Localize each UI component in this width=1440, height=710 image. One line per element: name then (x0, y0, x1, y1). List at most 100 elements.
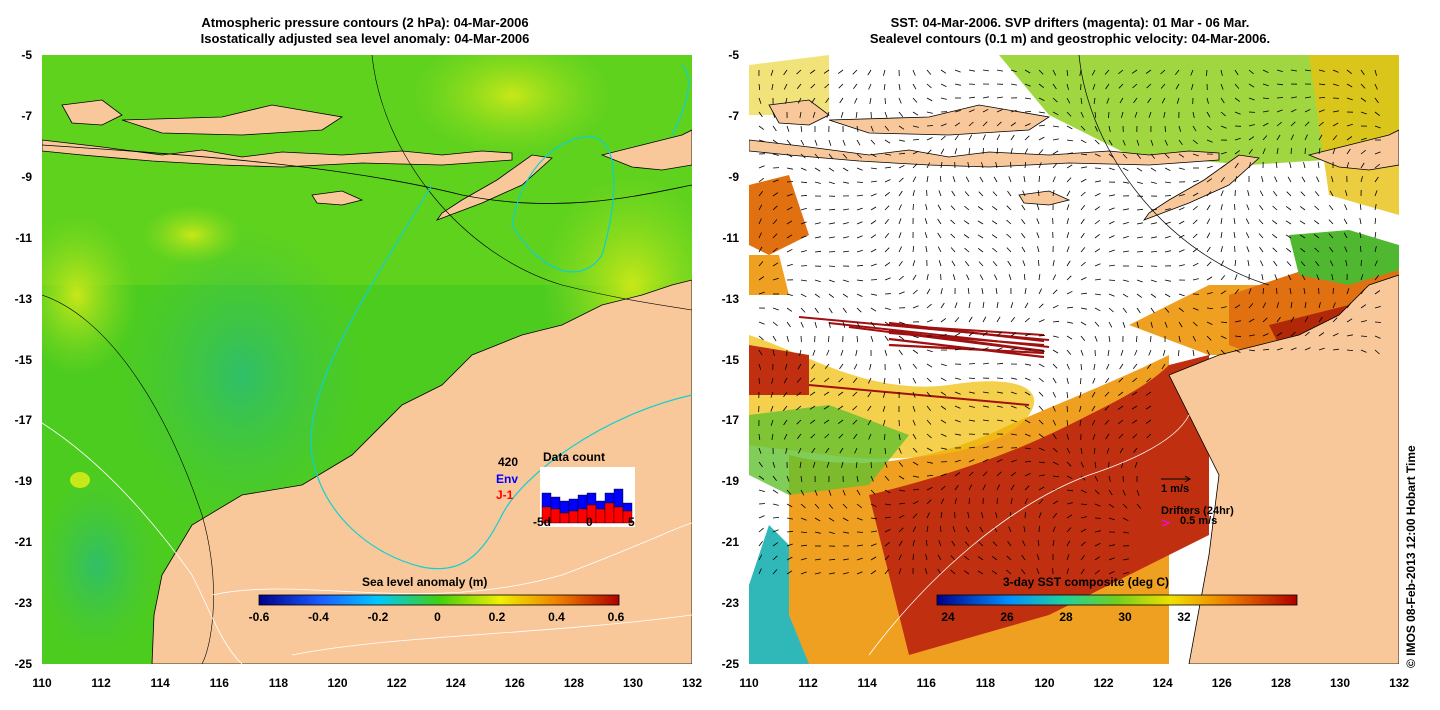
velocity-arrow (1262, 302, 1266, 309)
velocity-arrow (1318, 287, 1320, 295)
velocity-arrow (925, 246, 928, 253)
velocity-arrow (1234, 111, 1241, 115)
velocity-arrow (991, 570, 998, 575)
velocity-arrow (912, 419, 916, 426)
velocity-arrow (1178, 293, 1185, 297)
velocity-arrow (1146, 83, 1152, 89)
velocity-arrow (772, 489, 779, 494)
velocity-arrow (1374, 217, 1377, 225)
velocity-arrow (758, 489, 765, 492)
velocity-arrow (1122, 236, 1129, 239)
velocity-arrow (1233, 218, 1236, 225)
velocity-arrow (1122, 293, 1129, 298)
velocity-arrow (1262, 287, 1264, 295)
velocity-arrow (1220, 335, 1227, 339)
velocity-arrow (1247, 190, 1250, 197)
velocity-arrow (912, 289, 918, 295)
velocity-arrow (1024, 83, 1031, 87)
sst-svg (749, 55, 1399, 664)
velocity-arrow (1374, 97, 1379, 104)
velocity-arrow (842, 167, 849, 172)
velocity-arrow (1080, 178, 1087, 183)
velocity-arrow (937, 218, 942, 225)
velocity-arrow (937, 232, 942, 239)
velocity-arrow (1132, 83, 1138, 89)
velocity-arrow (1178, 264, 1185, 267)
velocity-arrow (954, 148, 958, 155)
velocity-arrow (1206, 218, 1211, 225)
velocity-arrow (1066, 177, 1072, 183)
velocity-arrow (1374, 204, 1377, 211)
velocity-arrow (841, 461, 844, 468)
left-title: Atmospheric pressure contours (2 hPa): 0… (110, 15, 620, 47)
velocity-arrow (1108, 557, 1115, 561)
velocity-arrow (937, 568, 942, 575)
left-x-tick: 124 (445, 676, 466, 690)
velocity-arrow (898, 527, 904, 533)
right-y-tick: -13 (721, 291, 739, 306)
velocity-arrow (1290, 147, 1292, 155)
velocity-arrow (1150, 139, 1154, 146)
velocity-arrow (1192, 262, 1199, 267)
velocity-arrow (995, 512, 998, 519)
velocity-arrow (758, 447, 762, 454)
velocity-arrow (954, 498, 957, 505)
velocity-arrow (996, 446, 1003, 449)
velocity-arrow (1360, 137, 1367, 141)
velocity-arrow (940, 377, 947, 382)
velocity-arrow (1331, 176, 1334, 183)
velocity-arrow (1164, 195, 1172, 197)
velocity-arrow (1274, 176, 1278, 183)
velocity-arrow (940, 97, 947, 100)
velocity-arrow (838, 83, 844, 89)
velocity-arrow (968, 459, 975, 463)
velocity-arrow (824, 377, 830, 383)
right-x-tick: 122 (1093, 676, 1114, 690)
velocity-arrow (1108, 221, 1115, 225)
sst-map[interactable] (749, 55, 1399, 664)
velocity-arrow (1052, 461, 1059, 466)
velocity-arrow (968, 121, 974, 127)
velocity-arrow (1036, 568, 1040, 575)
velocity-arrow (800, 571, 807, 575)
velocity-arrow (1286, 261, 1292, 267)
velocity-arrow (1136, 307, 1141, 314)
velocity-arrow (898, 218, 902, 225)
velocity-arrow (968, 347, 975, 351)
velocity-arrow (1206, 349, 1211, 356)
velocity-arrow (870, 461, 872, 469)
velocity-arrow (1007, 540, 1012, 547)
velocity-arrow (1206, 335, 1212, 341)
velocity-arrow (1262, 83, 1269, 87)
velocity-arrow (1262, 97, 1270, 99)
sea-level-anomaly-map[interactable] (42, 55, 692, 664)
velocity-arrow (1038, 525, 1040, 533)
velocity-arrow (882, 391, 886, 398)
velocity-arrow (1094, 543, 1101, 547)
velocity-arrow (940, 433, 947, 437)
velocity-arrow (1190, 69, 1194, 76)
velocity-arrow (814, 208, 821, 211)
velocity-arrow (912, 274, 917, 281)
velocity-arrow (1131, 419, 1138, 424)
velocity-arrow (824, 83, 830, 89)
velocity-arrow (870, 153, 877, 158)
velocity-arrow (758, 335, 764, 341)
velocity-arrow (1066, 125, 1073, 130)
right-title-line1: SST: 04-Mar-2006. SVP drifters (magenta)… (890, 15, 1250, 30)
velocity-arrow (1066, 540, 1071, 547)
velocity-arrow (898, 349, 903, 356)
velocity-arrow (800, 544, 807, 547)
velocity-arrow (1066, 204, 1070, 211)
velocity-arrow (968, 316, 973, 323)
velocity-arrow (1178, 249, 1185, 253)
velocity-arrow (772, 205, 778, 211)
sst-colorbar-tick: 28 (1059, 610, 1073, 624)
velocity-arrow (854, 447, 858, 454)
velocity-arrow (992, 247, 998, 253)
velocity-arrow (1094, 193, 1101, 197)
velocity-arrow (811, 447, 816, 454)
velocity-arrow (912, 488, 919, 491)
velocity-arrow (1094, 180, 1101, 183)
velocity-arrow (1192, 307, 1199, 311)
